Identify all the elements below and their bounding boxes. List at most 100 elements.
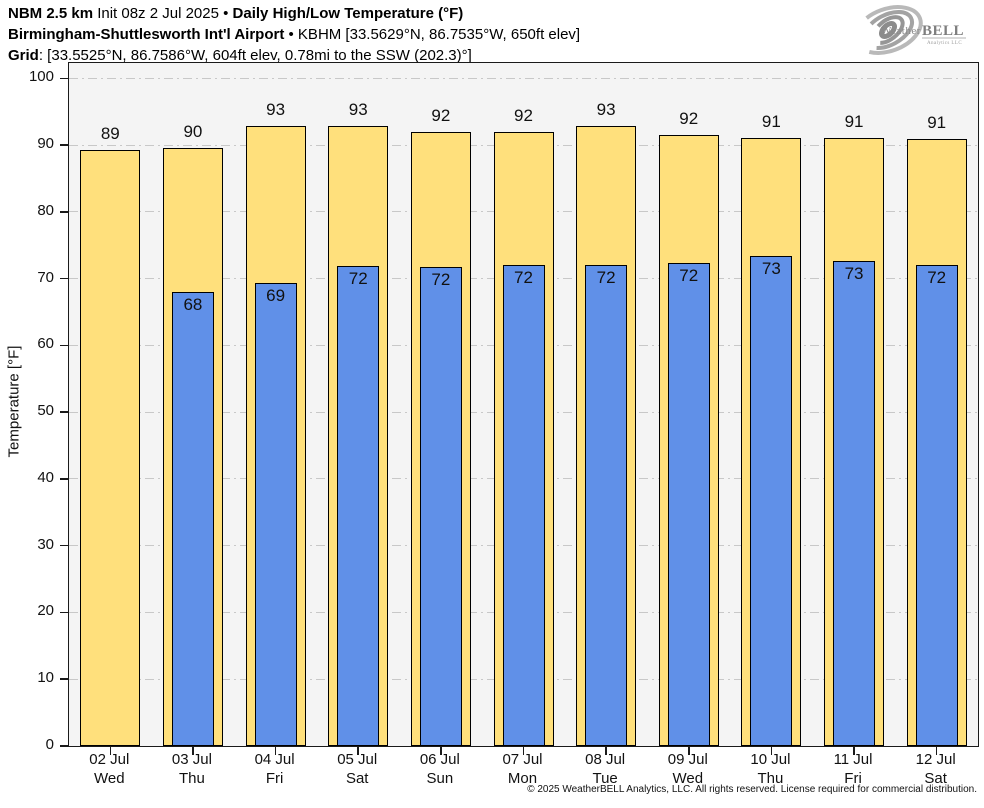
high-value-label-9: 91 xyxy=(844,111,864,131)
y-tick-label-50: 50 xyxy=(37,402,54,420)
x-tick-1 xyxy=(192,747,194,755)
low-bar-10 xyxy=(915,265,958,746)
x-weekday-label: Sun xyxy=(426,770,454,787)
x-tick-label-4: 06 Jul Sun xyxy=(399,750,482,788)
header-line-1: NBM 2.5 km Init 08z 2 Jul 2025 • Daily H… xyxy=(8,3,580,24)
low-bar-6 xyxy=(585,264,628,746)
station-name: Birmingham-Shuttlesworth Int'l Airport xyxy=(8,26,285,43)
low-value-label-1: 68 xyxy=(183,295,203,314)
x-axis-labels: 02 Jul Wed 03 Jul Thu 04 Jul Fri 05 Jul Sat 06 J… xyxy=(68,750,977,792)
y-tick-60 xyxy=(60,344,68,347)
y-tick-label-10: 10 xyxy=(37,669,54,687)
low-value-label-8: 73 xyxy=(761,258,781,278)
y-tick-label-20: 20 xyxy=(37,602,54,620)
low-bar-3 xyxy=(337,265,380,746)
high-value-label-10: 91 xyxy=(927,113,947,133)
x-weekday-label: Fri xyxy=(265,770,284,787)
low-value-label-9: 73 xyxy=(844,264,864,284)
x-weekday-label: Mon xyxy=(507,770,538,787)
x-tick-6 xyxy=(605,747,607,755)
low-value-label-5: 72 xyxy=(514,268,533,288)
grid-label: Grid xyxy=(8,47,39,64)
y-tick-10 xyxy=(60,678,68,680)
low-bar-9 xyxy=(833,261,876,746)
logo-weather-text: Weather xyxy=(881,25,921,37)
y-tick-100 xyxy=(60,77,68,80)
y-axis-labels: 0 10 20 30 40 50 60 70 80 90 100 xyxy=(0,62,54,753)
high-value-label-7: 92 xyxy=(679,109,699,129)
header-line-3: Grid: [33.5525°N, 86.7586°W, 604ft elev,… xyxy=(8,45,580,66)
y-tick-label-70: 70 xyxy=(37,268,54,286)
low-bar-1 xyxy=(171,292,214,746)
x-tick-label-8: 10 Jul Thu xyxy=(729,750,812,788)
plot-area: 89 90 68 93 69 93 72 92 72 92 72 93 72 92 72 91 73 91 73 91… xyxy=(60,62,979,755)
x-tick-2 xyxy=(274,747,277,755)
low-value-label-2: 69 xyxy=(266,286,286,306)
low-value-label-3: 72 xyxy=(348,268,368,288)
high-value-label-2: 93 xyxy=(266,99,286,119)
x-tick-label-0: 02 Jul Wed xyxy=(68,750,151,788)
x-date-label: 02 Jul xyxy=(89,751,130,768)
x-date-label: 06 Jul xyxy=(419,751,460,768)
y-tick-40 xyxy=(60,478,68,480)
low-bar-4 xyxy=(419,267,462,746)
x-tick-7 xyxy=(688,747,690,755)
high-value-label-5: 92 xyxy=(514,105,533,125)
y-axis-title: Temperature [°F] xyxy=(5,345,23,458)
y-tick-0 xyxy=(60,745,68,747)
y-tick-label-60: 60 xyxy=(37,335,54,353)
x-tick-label-3: 05 Jul Sat xyxy=(316,750,399,788)
low-value-label-4: 72 xyxy=(431,270,451,290)
x-tick-label-1: 03 Jul Thu xyxy=(151,750,234,788)
y-tick-30 xyxy=(60,544,68,547)
header-line-2: Birmingham-Shuttlesworth Int'l Airport •… xyxy=(8,24,580,45)
y-tick-label-30: 30 xyxy=(37,535,54,553)
x-tick-3 xyxy=(357,747,359,755)
low-bar-5 xyxy=(502,265,545,746)
y-tick-80 xyxy=(60,211,68,213)
chart-header: NBM 2.5 km Init 08z 2 Jul 2025 • Daily H… xyxy=(8,3,580,66)
high-value-label-1: 90 xyxy=(183,122,203,142)
x-weekday-label: Fri xyxy=(844,770,862,787)
y-tick-label-90: 90 xyxy=(37,135,54,153)
high-bar-0 xyxy=(80,149,141,746)
logo-bell-text: BELL xyxy=(922,23,964,39)
x-date-label: 08 Jul xyxy=(585,751,626,768)
y-tick-label-100: 100 xyxy=(28,68,54,86)
x-date-label: 10 Jul xyxy=(750,751,791,768)
low-value-label-10: 72 xyxy=(927,268,947,288)
x-date-label: 03 Jul xyxy=(171,751,212,768)
page-title: Daily High/Low Temperature (°F) xyxy=(232,5,464,22)
station-coords: • KBHM [33.5629°N, 86.7535°W, 650ft elev… xyxy=(284,26,581,43)
hurricane-swirl-icon xyxy=(853,5,923,55)
x-date-label: 07 Jul xyxy=(502,751,543,768)
y-tick-70 xyxy=(60,277,68,280)
y-tick-label-80: 80 xyxy=(37,201,54,219)
x-date-label: 04 Jul xyxy=(254,751,295,768)
grid-coords: : [33.5525°N, 86.7586°W, 604ft elev, 0.7… xyxy=(38,47,472,64)
low-bar-8 xyxy=(750,255,793,746)
logo-subtext: Analytics LLC xyxy=(927,41,962,46)
low-value-label-7: 72 xyxy=(679,266,699,286)
x-date-label: 09 Jul xyxy=(667,751,708,768)
copyright-text: © 2025 WeatherBELL Analytics, LLC. All r… xyxy=(527,784,977,795)
x-weekday-label: Sat xyxy=(345,770,369,787)
y-tick-50 xyxy=(60,411,68,413)
x-weekday-label: Thu xyxy=(757,770,784,787)
x-tick-8 xyxy=(770,747,773,755)
x-tick-9 xyxy=(853,747,855,755)
x-tick-label-9: 11 Jul Fri xyxy=(812,750,895,788)
x-date-label: 11 Jul xyxy=(833,751,873,768)
x-tick-5 xyxy=(522,747,525,755)
x-date-label: 05 Jul xyxy=(337,751,378,768)
x-tick-label-6: 08 Jul Tue xyxy=(564,750,647,788)
x-tick-label-2: 04 Jul Fri xyxy=(233,750,316,788)
x-tick-label-7: 09 Jul Wed xyxy=(646,750,729,788)
high-value-label-8: 91 xyxy=(761,111,781,131)
low-bar-7 xyxy=(667,263,710,746)
y-tick-label-40: 40 xyxy=(37,468,54,486)
x-tick-label-5: 07 Jul Mon xyxy=(481,750,564,788)
x-date-label: 12 Jul xyxy=(915,751,956,768)
x-weekday-label: Thu xyxy=(179,770,205,787)
